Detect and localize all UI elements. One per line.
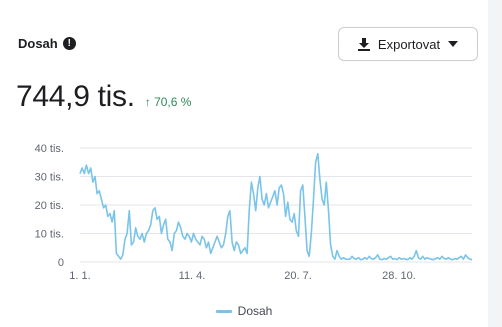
x-tick-label: 20. 7. [284, 270, 312, 282]
reach-line-chart: 40 tis. 30 tis. 20 tis. 10 tis. 0 1. 1. 11. 4.… [35, 143, 473, 282]
card-header: Dosah ! [18, 36, 76, 51]
metric-change: ↑ 70,6 % [144, 95, 192, 109]
x-tick-label: 11. 4. [179, 270, 206, 282]
card-title: Dosah [18, 36, 58, 51]
y-tick-label: 20 tis. [35, 200, 64, 212]
chart-legend: Dosah [0, 304, 488, 318]
series-line-dosah [79, 152, 473, 261]
y-tick-label: 10 tis. [35, 229, 64, 241]
y-tick-label: 40 tis. [35, 143, 64, 155]
metric-value: 744,9 tis. [16, 80, 135, 113]
info-icon[interactable]: ! [62, 37, 76, 50]
export-button[interactable]: Exportovat [338, 27, 478, 61]
x-tick-label: 1. 1. [69, 270, 90, 282]
adjacent-panel-edge [488, 0, 502, 327]
export-label: Exportovat [377, 36, 441, 52]
y-tick-label: 30 tis. [35, 172, 64, 184]
download-icon [357, 37, 370, 51]
y-tick-label: 0 [58, 257, 64, 269]
x-tick-label: 28. 10. [382, 270, 416, 282]
legend-swatch [215, 309, 232, 313]
metric-row: 744,9 tis. ↑ 70,6 % [16, 80, 191, 114]
legend-label: Dosah [237, 304, 273, 318]
caret-down-icon [448, 41, 459, 47]
